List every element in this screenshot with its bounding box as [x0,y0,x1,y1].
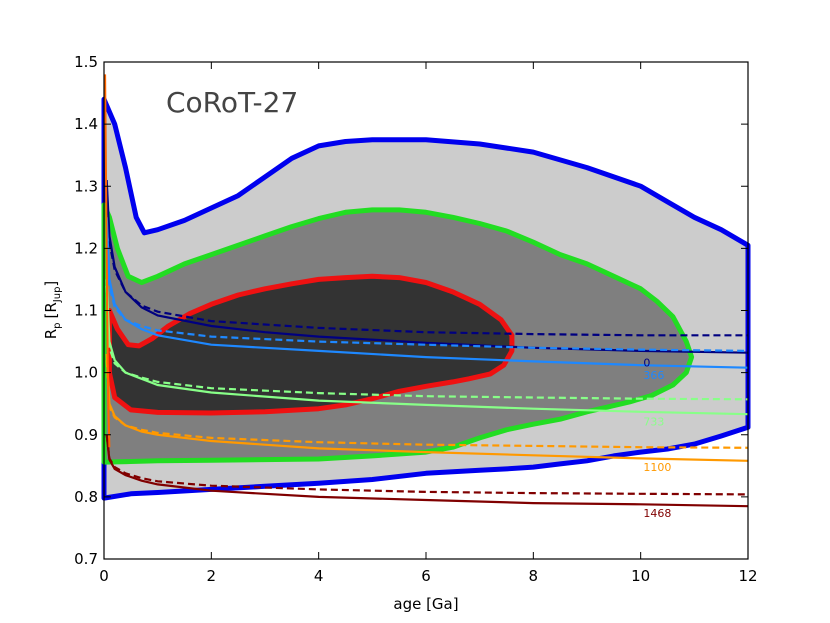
x-tick-label: 12 [738,567,757,585]
y-tick-label: 0.9 [74,426,98,444]
y-axis-unit-close: ] [42,281,60,287]
curve-label-4: 1468 [643,507,671,520]
curve-label-0: 0 [643,356,650,369]
y-tick-label: 1.3 [74,177,98,195]
y-tick-label: 0.8 [74,488,98,506]
y-tick-label: 1.1 [74,302,98,320]
y-tick-label: 0.7 [74,550,98,568]
model-curve-4-solid [105,279,749,416]
curve-label-2: 733 [643,415,664,428]
curve-label-1: 366 [643,369,664,382]
model-curve-1-dashed [105,186,748,337]
chart-title: CoRoT-27 [166,86,298,119]
model-curve-9-dashed [105,434,749,496]
x-tick-label: 0 [99,567,109,585]
x-tick-label: 8 [529,567,539,585]
curve-label-3: 1100 [643,461,671,474]
y-tick-label: 1.2 [74,239,98,257]
y-axis-title: Rp [RJup] [42,281,63,340]
model-curve-3-dashed [105,223,749,352]
axis-ticks: 0 2 4 6 8 10 12 0.7 0.8 0.9 1.0 1.1 1.2 1.3 1.4 1.5 [74,53,757,585]
y-tick-label: 1.5 [74,53,98,71]
y-axis-symbol: R [42,329,60,339]
model-curve-7-dashed [105,360,749,449]
x-tick-label: 4 [314,567,324,585]
x-tick-label: 6 [421,567,431,585]
model-curves [104,74,749,508]
x-tick-label: 10 [631,567,650,585]
y-axis-unit-sub: Jup [52,287,63,304]
y-axis-unit: [R [42,302,60,318]
y-axis-symbol-sub: p [52,322,63,328]
region-inner [106,273,515,416]
y-tick-label: 1.0 [74,364,98,382]
y-tick-label: 1.4 [74,115,98,133]
model-curve-5-dashed [105,285,749,401]
x-tick-label: 2 [207,567,217,585]
x-axis-title: age [Ga] [393,595,458,613]
